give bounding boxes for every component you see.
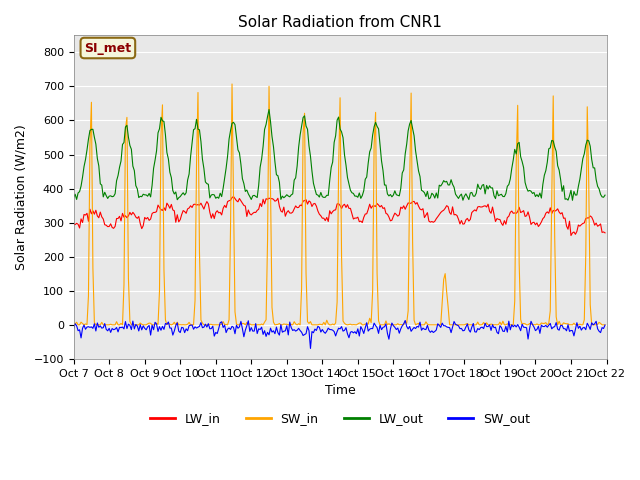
SW_in	[70, 322, 77, 328]
LW_out	[575, 183, 582, 189]
LW_out	[601, 192, 609, 198]
Title: Solar Radiation from CNR1: Solar Radiation from CNR1	[238, 15, 442, 30]
SW_out	[401, 318, 409, 324]
SW_in	[228, 81, 236, 87]
LW_in	[230, 193, 237, 199]
SW_out	[302, 331, 310, 336]
LW_out	[568, 197, 576, 203]
SW_out	[246, 328, 253, 334]
Line: LW_out: LW_out	[74, 109, 605, 200]
LW_out	[303, 126, 311, 132]
LW_in	[248, 212, 255, 218]
LW_in	[256, 201, 264, 206]
X-axis label: Time: Time	[324, 384, 355, 397]
LW_in	[228, 195, 236, 201]
LW_out	[135, 195, 143, 201]
SW_in	[303, 319, 311, 324]
SW_out	[255, 326, 262, 332]
SW_in	[601, 322, 609, 328]
Y-axis label: Solar Radiation (W/m2): Solar Radiation (W/m2)	[15, 124, 28, 270]
SW_in	[256, 322, 264, 328]
Text: SI_met: SI_met	[84, 41, 131, 55]
SW_out	[601, 322, 609, 328]
SW_in	[248, 322, 255, 328]
LW_out	[228, 120, 236, 126]
Line: SW_out: SW_out	[74, 321, 605, 348]
SW_out	[228, 324, 236, 329]
Legend: LW_in, SW_in, LW_out, SW_out: LW_in, SW_in, LW_out, SW_out	[145, 407, 536, 430]
SW_in	[573, 322, 580, 328]
SW_out	[135, 328, 143, 334]
SW_out	[575, 325, 582, 331]
LW_out	[70, 194, 77, 200]
SW_out	[307, 346, 314, 351]
LW_out	[246, 193, 253, 199]
SW_in	[135, 322, 143, 328]
SW_out	[70, 325, 77, 331]
Line: LW_in: LW_in	[74, 196, 605, 236]
SW_in	[230, 194, 237, 200]
LW_in	[567, 233, 575, 239]
LW_in	[135, 214, 143, 219]
LW_in	[303, 201, 311, 207]
Line: SW_in: SW_in	[74, 84, 605, 325]
LW_out	[265, 107, 273, 112]
LW_in	[70, 221, 77, 227]
LW_in	[575, 222, 582, 228]
LW_in	[601, 230, 609, 236]
LW_out	[255, 182, 262, 188]
